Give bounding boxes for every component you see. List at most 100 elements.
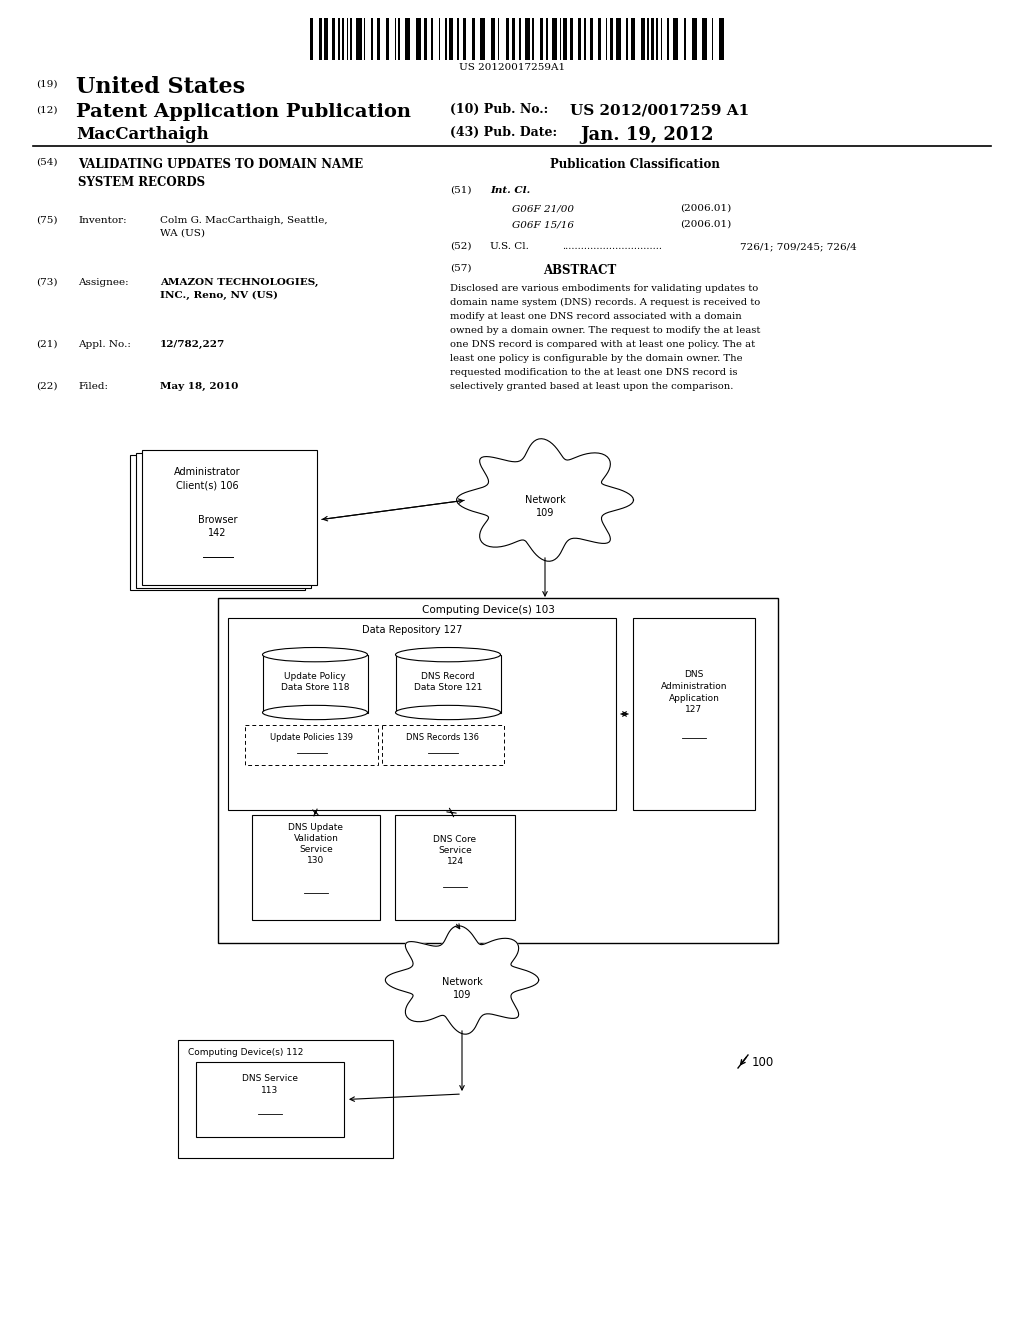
Bar <box>647 18 648 59</box>
Bar <box>552 18 557 59</box>
Text: DNS Core
Service
124: DNS Core Service 124 <box>433 836 476 866</box>
Bar <box>342 18 344 59</box>
Text: Jan. 19, 2012: Jan. 19, 2012 <box>580 125 714 144</box>
Text: (51): (51) <box>450 186 471 195</box>
Bar <box>584 18 586 59</box>
Text: Inventor:: Inventor: <box>78 216 127 224</box>
Text: Appl. No.:: Appl. No.: <box>78 341 131 348</box>
Bar <box>472 18 475 59</box>
Bar <box>626 18 628 59</box>
Bar <box>560 18 561 59</box>
Bar <box>310 18 312 59</box>
Bar <box>395 814 515 920</box>
Bar <box>386 18 389 59</box>
Text: one DNS record is compared with at least one policy. The at: one DNS record is compared with at least… <box>450 341 755 348</box>
Text: US 20120017259A1: US 20120017259A1 <box>459 63 565 73</box>
Bar <box>512 18 515 59</box>
Polygon shape <box>457 438 634 561</box>
Text: 100: 100 <box>752 1056 774 1069</box>
Bar <box>404 18 410 59</box>
Ellipse shape <box>262 705 368 719</box>
Bar <box>701 18 707 59</box>
Text: (2006.01): (2006.01) <box>680 220 731 228</box>
Text: Disclosed are various embodiments for validating updates to: Disclosed are various embodiments for va… <box>450 284 758 293</box>
Bar <box>382 725 504 766</box>
Text: (57): (57) <box>450 264 471 273</box>
Text: May 18, 2010: May 18, 2010 <box>160 381 239 391</box>
Bar <box>563 18 567 59</box>
Bar <box>218 598 778 942</box>
Bar <box>136 453 311 587</box>
Text: Filed:: Filed: <box>78 381 108 391</box>
Bar <box>525 18 529 59</box>
Text: ................................: ................................ <box>562 242 662 251</box>
Bar <box>673 18 678 59</box>
Bar <box>364 18 365 59</box>
Text: US 2012/0017259 A1: US 2012/0017259 A1 <box>570 103 750 117</box>
Bar <box>398 18 400 59</box>
Text: United States: United States <box>76 77 245 98</box>
Bar <box>499 18 500 59</box>
Bar <box>609 18 613 59</box>
Text: Network
109: Network 109 <box>524 495 565 519</box>
Text: modify at least one DNS record associated with a domain: modify at least one DNS record associate… <box>450 312 741 321</box>
Text: (21): (21) <box>36 341 57 348</box>
Bar <box>650 18 654 59</box>
Bar <box>424 18 427 59</box>
Text: Browser
142: Browser 142 <box>198 515 238 539</box>
Text: Publication Classification: Publication Classification <box>550 158 720 172</box>
Bar <box>416 18 421 59</box>
Text: DNS Records 136: DNS Records 136 <box>407 733 479 742</box>
Bar <box>439 18 440 59</box>
Bar <box>598 18 601 59</box>
Bar <box>546 18 548 59</box>
Bar <box>350 18 352 59</box>
Text: Patent Application Publication: Patent Application Publication <box>76 103 411 121</box>
Text: Colm G. MacCarthaigh, Seattle,
WA (US): Colm G. MacCarthaigh, Seattle, WA (US) <box>160 216 328 238</box>
Text: (2006.01): (2006.01) <box>680 205 731 213</box>
Text: requested modification to the at least one DNS record is: requested modification to the at least o… <box>450 368 737 378</box>
Text: (43) Pub. Date:: (43) Pub. Date: <box>450 125 557 139</box>
Bar <box>431 18 433 59</box>
Bar <box>590 18 593 59</box>
Text: VALIDATING UPDATES TO DOMAIN NAME
SYSTEM RECORDS: VALIDATING UPDATES TO DOMAIN NAME SYSTEM… <box>78 158 364 189</box>
Text: (75): (75) <box>36 216 57 224</box>
Text: Computing Device(s) 103: Computing Device(s) 103 <box>422 605 554 615</box>
Bar <box>606 18 607 59</box>
Text: Data Repository 127: Data Repository 127 <box>361 624 462 635</box>
Bar <box>667 18 669 59</box>
Text: Update Policy
Data Store 118: Update Policy Data Store 118 <box>281 672 349 692</box>
Bar <box>178 1040 393 1158</box>
Bar <box>569 18 573 59</box>
Text: domain name system (DNS) records. A request is received to: domain name system (DNS) records. A requ… <box>450 298 760 308</box>
Bar <box>142 450 317 585</box>
Text: (19): (19) <box>36 81 57 88</box>
Text: G06F 15/16: G06F 15/16 <box>512 220 574 228</box>
Bar <box>338 18 340 59</box>
Bar <box>632 18 635 59</box>
Bar <box>719 18 724 59</box>
Text: G06F 21/00: G06F 21/00 <box>512 205 574 213</box>
Text: 726/1; 709/245; 726/4: 726/1; 709/245; 726/4 <box>740 242 857 251</box>
Bar <box>332 18 335 59</box>
Text: Assignee:: Assignee: <box>78 279 129 286</box>
Bar <box>578 18 582 59</box>
Bar <box>633 618 755 810</box>
Text: Int. Cl.: Int. Cl. <box>490 186 530 195</box>
Text: (10) Pub. No.:: (10) Pub. No.: <box>450 103 548 116</box>
Bar <box>395 18 396 59</box>
Text: Computing Device(s) 112: Computing Device(s) 112 <box>188 1048 303 1057</box>
Text: AMAZON TECHNOLOGIES,
INC., Reno, NV (US): AMAZON TECHNOLOGIES, INC., Reno, NV (US) <box>160 279 318 300</box>
Text: ABSTRACT: ABSTRACT <box>544 264 616 277</box>
Bar <box>712 18 713 59</box>
Bar <box>457 18 460 59</box>
Bar <box>228 618 616 810</box>
Bar <box>656 18 658 59</box>
Bar <box>684 18 686 59</box>
Text: (22): (22) <box>36 381 57 391</box>
Text: DNS
Administration
Application
127: DNS Administration Application 127 <box>660 671 727 714</box>
Bar <box>356 18 361 59</box>
Text: (12): (12) <box>36 106 57 115</box>
Bar <box>325 18 328 59</box>
Text: DNS Record
Data Store 121: DNS Record Data Store 121 <box>414 672 482 692</box>
